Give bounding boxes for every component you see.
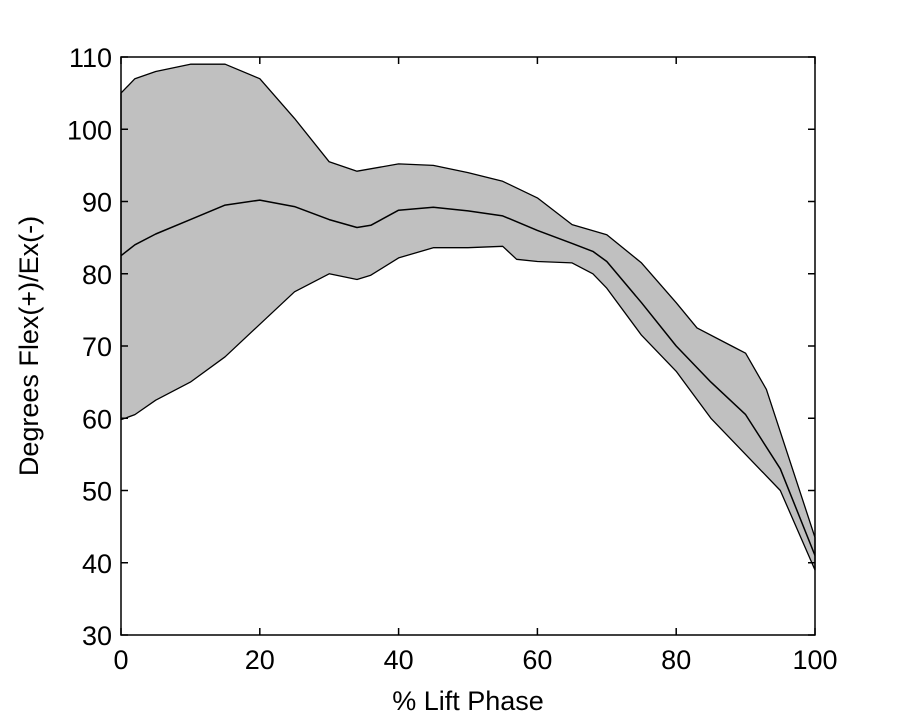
y-tick-label: 80 xyxy=(82,260,112,290)
y-axis-label: Degrees Flex(+)/Ex(-) xyxy=(14,216,44,476)
y-tick-label: 70 xyxy=(82,332,112,362)
x-tick-label: 40 xyxy=(384,645,414,675)
x-tick-label: 80 xyxy=(661,645,691,675)
x-axis-label: % Lift Phase xyxy=(392,686,544,716)
x-tick-label: 60 xyxy=(522,645,552,675)
y-tick-label: 60 xyxy=(82,404,112,434)
y-tick-label: 40 xyxy=(82,549,112,579)
y-tick-label: 110 xyxy=(69,43,112,73)
x-tick-label: 100 xyxy=(792,645,837,675)
y-tick-label: 100 xyxy=(67,115,112,145)
y-tick-label: 50 xyxy=(82,477,112,507)
mean-line xyxy=(120,199,816,556)
x-tick-label: 20 xyxy=(245,645,275,675)
y-tick-label: 90 xyxy=(82,188,112,218)
range-band xyxy=(120,63,816,571)
axis-ticks: 0 20 40 60 80 100 30 40 50 60 70 80 90 100 110 xyxy=(67,43,838,675)
y-tick-label: 30 xyxy=(82,621,112,651)
x-tick-label: 0 xyxy=(113,645,128,675)
